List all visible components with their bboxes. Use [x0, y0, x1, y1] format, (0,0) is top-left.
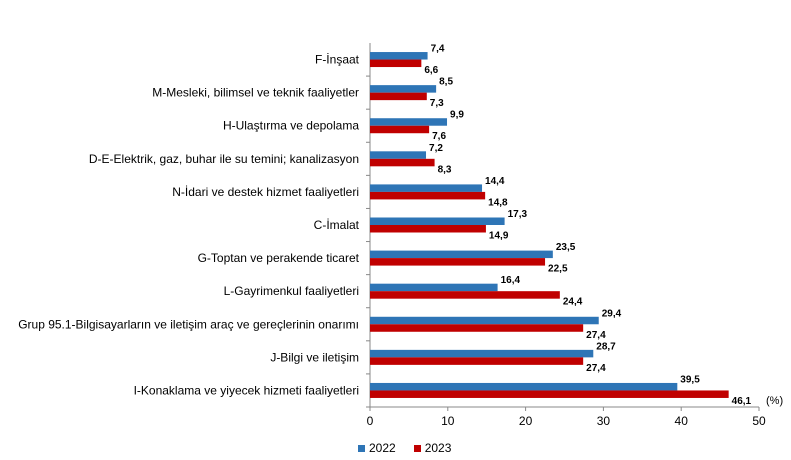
data-label-2022: 28,7: [596, 341, 616, 352]
legend-label-2023: 2023: [424, 441, 452, 455]
data-label-2023: 7,6: [432, 131, 446, 142]
x-tick-label: 30: [597, 414, 611, 428]
data-label-2022: 8,5: [439, 77, 453, 88]
data-label-2023: 27,4: [586, 330, 606, 341]
data-label-2023: 27,4: [586, 363, 606, 374]
data-label-2022: 39,5: [680, 374, 700, 385]
bar-2023: [370, 225, 486, 233]
legend: 2022 2023: [358, 441, 451, 455]
data-label-2022: 7,2: [429, 143, 443, 154]
x-tick-label: 10: [441, 414, 455, 428]
bar-2022: [370, 151, 427, 159]
data-label-2022: 29,4: [602, 308, 622, 319]
category-label: G-Toptan ve perakende ticaret: [198, 251, 360, 265]
data-label-2023: 6,6: [424, 65, 438, 76]
data-label-2022: 9,9: [450, 110, 464, 121]
legend-swatch-2023: [413, 444, 421, 452]
legend-label-2022: 2022: [369, 441, 396, 455]
data-label-2023: 22,5: [548, 264, 568, 275]
data-label-2022: 17,3: [508, 209, 528, 220]
bar-2022: [370, 349, 594, 358]
data-label-2023: 24,4: [563, 297, 583, 308]
bar-2022: [370, 250, 553, 259]
legend-item-2023: 2023: [413, 441, 452, 455]
bar-2023: [370, 191, 486, 200]
data-label-2023: 7,3: [430, 98, 444, 109]
data-label-2023: 14,9: [489, 231, 509, 242]
bar-2023: [370, 357, 584, 365]
bar-2023: [370, 390, 729, 398]
plot-area: 0 10 20 30 40 50(%) F-İnşaat 7,4 6,6 M-Mesleki, b…: [18, 43, 783, 428]
legend-item-2022: 2022: [358, 441, 396, 455]
bar-2023: [370, 92, 427, 101]
data-label-2022: 16,4: [501, 275, 521, 286]
legend-swatch-2022: [358, 444, 365, 452]
category-label: D-E-Elektrik, gaz, buhar ile su temini; …: [89, 152, 359, 166]
data-label-2022: 23,5: [556, 242, 576, 253]
bar-2023: [370, 258, 546, 266]
bar-2022: [370, 217, 505, 225]
category-label: H-Ulaştırma ve depolama: [223, 119, 359, 133]
bar-2022: [370, 283, 498, 292]
bar-2023: [370, 158, 435, 167]
bar-2022: [370, 85, 437, 93]
bar-2022: [370, 316, 599, 325]
category-label: F-İnşaat: [315, 53, 360, 67]
data-label-2023: 14,8: [488, 197, 508, 208]
bar-2022: [370, 118, 448, 126]
bar-2022: [370, 382, 678, 391]
category-label: C-İmalat: [314, 218, 360, 232]
data-label-2023: 46,1: [732, 396, 752, 407]
category-label: I-Konaklama ve yiyecek hizmeti faaliyetl…: [134, 383, 359, 397]
x-tick-label: 50: [752, 414, 766, 428]
category-label: N-İdari ve destek hizmet faaliyetleri: [172, 185, 359, 199]
x-unit-label: (%): [766, 395, 783, 407]
category-label: L-Gayrimenkul faaliyetleri: [224, 284, 359, 298]
bar-2023: [370, 125, 430, 134]
data-label-2023: 8,3: [438, 164, 452, 175]
data-label-2022: 14,4: [485, 176, 505, 187]
bar-2023: [370, 291, 560, 299]
category-label: Grup 95.1-Bilgisayarların ve iletişim ar…: [18, 317, 359, 331]
data-label-2022: 7,4: [431, 44, 445, 55]
x-tick-label: 0: [367, 414, 374, 428]
x-tick-label: 40: [675, 414, 689, 428]
category-label: M-Mesleki, bilimsel ve teknik faaliyetle…: [152, 86, 359, 100]
bar-2023: [370, 324, 584, 332]
bar-2023: [370, 59, 422, 68]
bar-2022: [370, 52, 428, 60]
x-tick-label: 20: [519, 414, 533, 428]
category-label: J-Bilgi ve iletişim: [270, 350, 359, 364]
bar-2022: [370, 184, 483, 192]
